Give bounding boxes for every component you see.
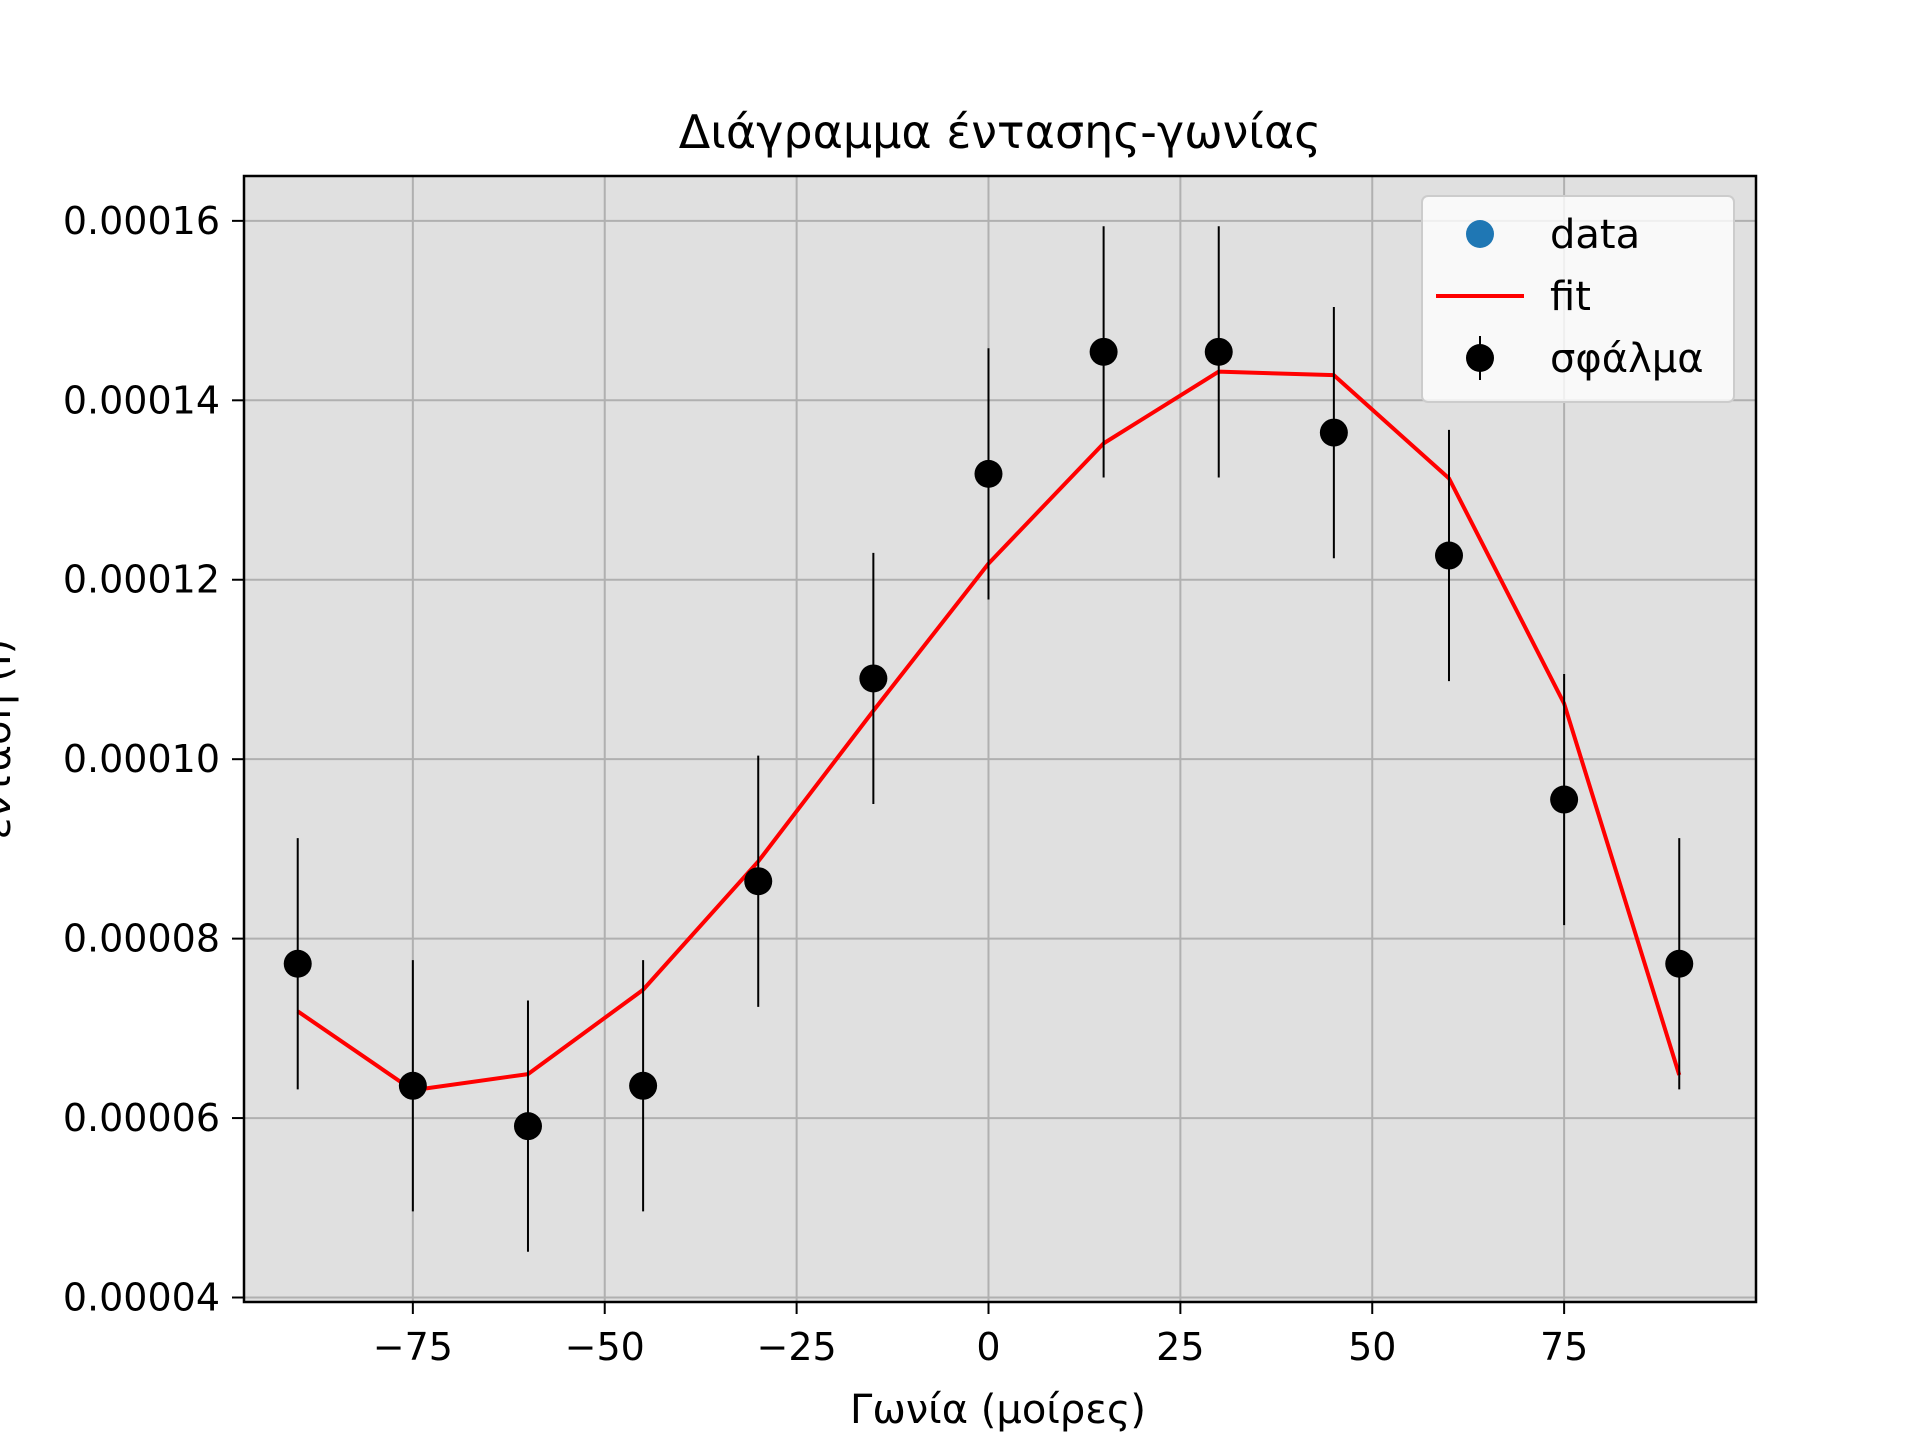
x-axis: −75 −50 −25 0 25 50 75 [373,1302,1588,1369]
data-point [513,1112,542,1141]
legend-label: σφάλμα [1550,336,1704,382]
y-axis: 0.00004 0.00006 0.00008 0.00010 0.00012 0.000… [63,199,244,1320]
x-tick-label: 0 [976,1325,1000,1369]
x-tick-label: 25 [1156,1325,1204,1369]
legend-marker-data [1466,220,1494,248]
data-point [974,459,1003,488]
y-tick-label: 0.00012 [63,558,220,602]
y-tick-label: 0.00008 [63,917,220,961]
legend: data fit σφάλμα [1421,195,1735,403]
x-axis-label: Γωνία (μοίρες) [850,1387,1146,1433]
data-point [1204,337,1233,366]
data-point [1434,541,1463,570]
y-axis-label: ένταση (I) [0,639,20,840]
legend-label: data [1550,212,1640,258]
data-point [1665,949,1694,978]
data-point [1319,418,1348,447]
x-tick-label: −25 [757,1325,837,1369]
x-tick-label: 75 [1540,1325,1588,1369]
y-tick-label: 0.00010 [63,737,220,781]
legend-box [1421,195,1735,403]
data-point [629,1071,658,1100]
data-point [398,1071,427,1100]
x-tick-label: 50 [1348,1325,1396,1369]
legend-label: fit [1550,274,1591,320]
chart-title: Διάγραμμα έντασης-γωνίας [679,105,1321,159]
y-tick-label: 0.00016 [63,199,220,243]
data-point [283,949,312,978]
y-tick-label: 0.00004 [63,1276,220,1320]
plot-frame [242,174,1758,1304]
x-tick-label: −75 [373,1325,453,1369]
x-tick-label: −50 [565,1325,645,1369]
legend-marker-point [1466,344,1494,372]
error-series [283,226,1694,1252]
data-point [1550,785,1579,814]
y-tick-label: 0.00006 [63,1096,220,1140]
data-point [859,664,888,693]
y-tick-label: 0.00014 [63,378,220,422]
grid [244,176,1756,1302]
data-point [744,867,773,896]
data-point [1089,337,1118,366]
